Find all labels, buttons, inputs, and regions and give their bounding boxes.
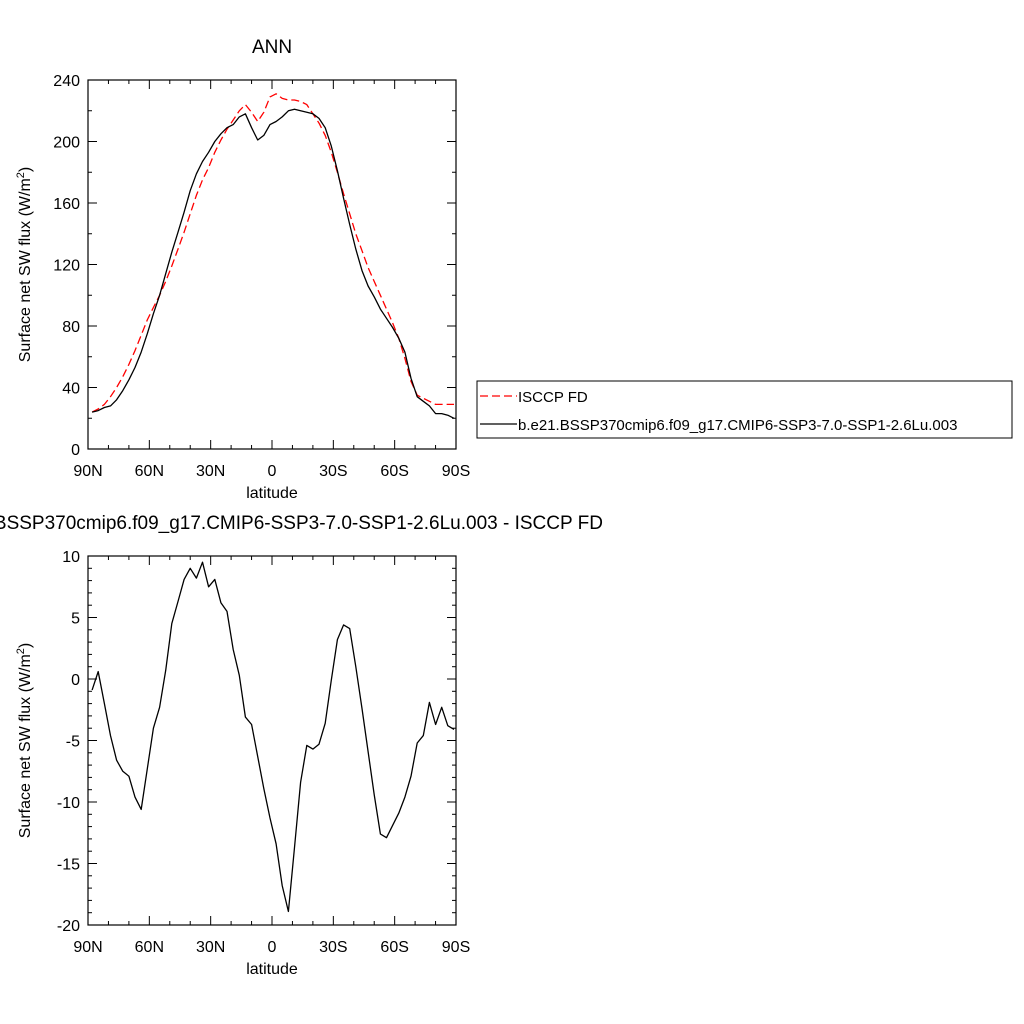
x-tick-label: 90N — [73, 463, 102, 480]
x-axis-label: latitude — [246, 961, 298, 978]
chart-title: ANN — [252, 37, 292, 58]
chart-title: b.e21.BSSP370cmip6.f09_g17.CMIP6-SSP3-7.… — [0, 513, 603, 534]
legend-box — [476, 380, 1013, 439]
x-tick-label: 0 — [268, 463, 277, 480]
series-line-model — [91, 108, 455, 419]
x-tick-label: 60S — [380, 939, 408, 956]
plot-frame — [87, 79, 457, 450]
x-tick-label: 60N — [135, 939, 164, 956]
plot-frame — [87, 555, 457, 926]
x-tick-label: 90N — [73, 939, 102, 956]
y-tick-label: 10 — [62, 549, 80, 566]
y-tick-label: -5 — [66, 734, 80, 751]
y-tick-label: 200 — [53, 135, 80, 152]
x-tick-label: 30N — [196, 463, 225, 480]
y-tick-label: 5 — [71, 611, 80, 628]
series-line-isccp-fd — [91, 93, 454, 413]
legend-entry-model: b.e21.BSSP370cmip6.f09_g17.CMIP6-SSP3-7.… — [518, 417, 957, 434]
x-tick-label: 30S — [319, 939, 347, 956]
y-tick-label: -20 — [57, 918, 80, 935]
x-tick-label: 30S — [319, 463, 347, 480]
y-axis-label: Surface net SW flux (W/m2) — [15, 167, 34, 363]
y-tick-label: 40 — [62, 381, 80, 398]
y-tick-label: 160 — [53, 196, 80, 213]
x-tick-label: 0 — [268, 939, 277, 956]
y-tick-label: 0 — [71, 672, 80, 689]
x-tick-label: 60N — [135, 463, 164, 480]
y-tick-label: 80 — [62, 319, 80, 336]
x-tick-label: 90S — [442, 939, 470, 956]
top-panel-annual-mean: ANN 90N 60N 30N 0 30S 60S 90S 0 40 80 120 160 200 240 l… — [15, 37, 1013, 502]
y-tick-label: -15 — [57, 857, 80, 874]
y-tick-label: 240 — [53, 73, 80, 90]
x-tick-label: 30N — [196, 939, 225, 956]
legend: ISCCP FD b.e21.BSSP370cmip6.f09_g17.CMIP6… — [476, 380, 1013, 439]
y-tick-label: -10 — [57, 795, 80, 812]
y-tick-label: 120 — [53, 258, 80, 275]
x-tick-label: 60S — [380, 463, 408, 480]
bottom-panel-difference: b.e21.BSSP370cmip6.f09_g17.CMIP6-SSP3-7.… — [0, 513, 603, 978]
y-axis-label: Surface net SW flux (W/m2) — [15, 643, 34, 839]
x-tick-label: 90S — [442, 463, 470, 480]
legend-entry-isccp-fd: ISCCP FD — [518, 389, 588, 406]
series-line-model — [91, 561, 455, 913]
x-axis-label: latitude — [246, 485, 298, 502]
y-tick-label: 0 — [71, 442, 80, 459]
